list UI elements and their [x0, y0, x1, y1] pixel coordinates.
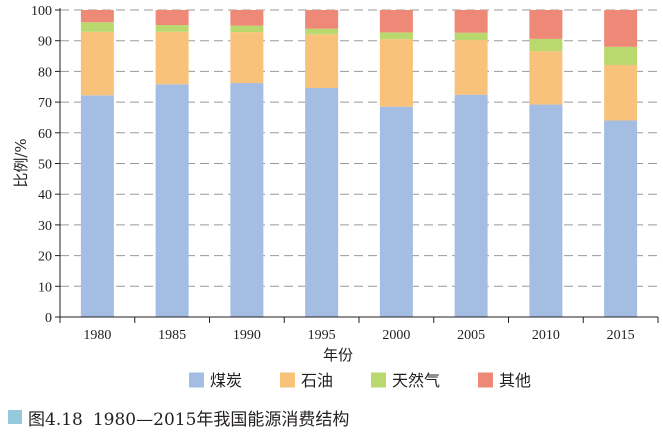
bar-segment — [155, 31, 189, 85]
bar-segment — [604, 46, 638, 65]
bar-segment — [529, 104, 563, 317]
x-tick-label: 2010 — [532, 328, 560, 343]
y-tick-labels: 0 10 20 30 40 50 60 70 80 90 100 — [31, 4, 52, 326]
bar-segment — [80, 10, 114, 23]
bar-segment — [305, 34, 339, 88]
y-tick-label: 10 — [38, 280, 52, 295]
bar-segment — [379, 106, 413, 317]
bar-segment — [155, 10, 189, 26]
bars — [80, 10, 638, 318]
y-tick-label: 70 — [38, 96, 52, 111]
bar-segment — [305, 87, 339, 317]
caption-marker-icon — [8, 410, 22, 424]
bar-segment — [230, 10, 264, 26]
bar-segment — [454, 10, 488, 33]
bar-segment — [305, 28, 339, 35]
bar-segment — [305, 10, 339, 29]
x-axis-title: 年份 — [323, 346, 353, 364]
legend-swatch — [478, 372, 493, 388]
bar-segment — [155, 84, 189, 317]
figure-number: 图4.18 — [28, 409, 83, 430]
bar-segment — [529, 38, 563, 52]
x-tick-label: 1990 — [233, 328, 261, 343]
x-tick-label: 2005 — [457, 328, 485, 343]
y-tick-label: 90 — [38, 35, 52, 50]
figure-title: 1980—2015年我国能源消费结构 — [92, 409, 350, 430]
bar-segment — [230, 83, 264, 317]
stacked-bar-chart: 0 10 20 30 40 50 60 70 80 90 100 1980 1985 1990 1995 2… — [12, 4, 659, 390]
x-tick-label: 2015 — [607, 328, 635, 343]
bar-segment — [529, 10, 563, 39]
gridlines — [60, 9, 658, 287]
bar-segment — [604, 64, 638, 121]
axes — [55, 8, 659, 323]
legend-label: 其他 — [499, 371, 531, 390]
x-tick-label: 1995 — [308, 328, 336, 343]
y-tick-label: 20 — [38, 250, 52, 265]
y-tick-label: 100 — [31, 4, 52, 19]
bar-segment — [155, 25, 189, 32]
x-tick-labels: 1980 1985 1990 1995 2000 2005 2010 2015 — [83, 328, 634, 343]
x-tick-label: 1985 — [158, 328, 186, 343]
x-tick-label: 2000 — [382, 328, 410, 343]
bar-segment — [454, 94, 488, 318]
bar-segment — [604, 120, 638, 318]
y-tick-label: 50 — [38, 158, 52, 173]
bar-segment — [604, 10, 638, 47]
bar-segment — [379, 32, 413, 40]
bar-segment — [379, 39, 413, 107]
bar-segment — [454, 40, 488, 95]
legend-label: 天然气 — [392, 371, 440, 390]
y-tick-label: 0 — [45, 311, 52, 326]
y-tick-label: 80 — [38, 65, 52, 80]
legend-swatch — [189, 372, 204, 388]
legend-label: 石油 — [301, 371, 333, 390]
y-tick-label: 30 — [38, 219, 52, 234]
legend-label: 煤炭 — [210, 371, 242, 390]
bar-segment — [80, 22, 114, 32]
legend: 煤炭 石油 天然气 其他 — [189, 371, 531, 390]
bar-segment — [454, 32, 488, 41]
y-axis-title: 比例/% — [12, 138, 30, 187]
bar-segment — [230, 32, 264, 84]
bar-segment — [379, 10, 413, 33]
bar-segment — [80, 95, 114, 317]
bar-segment — [529, 51, 563, 105]
bar-segment — [230, 25, 264, 33]
legend-swatch — [280, 372, 295, 388]
x-tick-label: 1980 — [83, 328, 111, 343]
bar-segment — [80, 31, 114, 96]
figure-caption: 图4.18 1980—2015年我国能源消费结构 — [8, 404, 349, 430]
y-tick-label: 60 — [38, 127, 52, 142]
y-tick-label: 40 — [38, 188, 52, 203]
legend-swatch — [371, 372, 386, 388]
